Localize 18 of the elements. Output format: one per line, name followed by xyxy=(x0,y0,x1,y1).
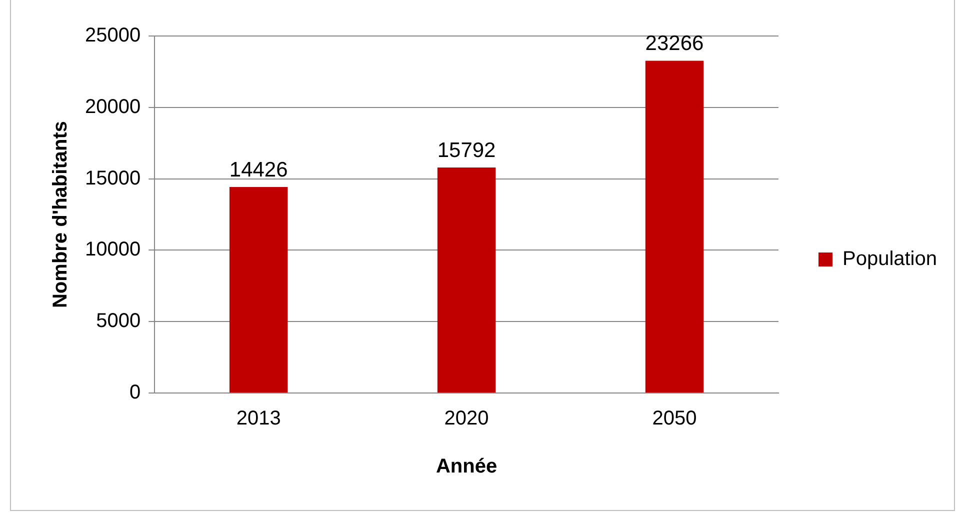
x-tick-label: 2013 xyxy=(236,408,281,430)
y-tick-label: 10000 xyxy=(84,238,141,261)
legend-label: Population xyxy=(842,248,938,270)
bar xyxy=(437,167,496,392)
x-tick-label: 2020 xyxy=(444,408,489,430)
bar xyxy=(229,186,288,392)
data-label: 14426 xyxy=(229,158,288,182)
y-tick-label: 15000 xyxy=(84,167,141,190)
x-axis-title: Année xyxy=(436,456,498,478)
data-label: 15792 xyxy=(437,138,496,162)
bar xyxy=(645,60,704,392)
data-label: 23266 xyxy=(645,32,704,56)
y-axis-title: Nombre d'habitants xyxy=(50,121,72,308)
y-tick-label: 25000 xyxy=(84,24,141,47)
y-tick-label: 5000 xyxy=(96,310,141,332)
x-tick-label: 2050 xyxy=(652,408,697,430)
y-tick-label: 0 xyxy=(129,382,141,404)
y-tick-label: 20000 xyxy=(84,96,141,118)
